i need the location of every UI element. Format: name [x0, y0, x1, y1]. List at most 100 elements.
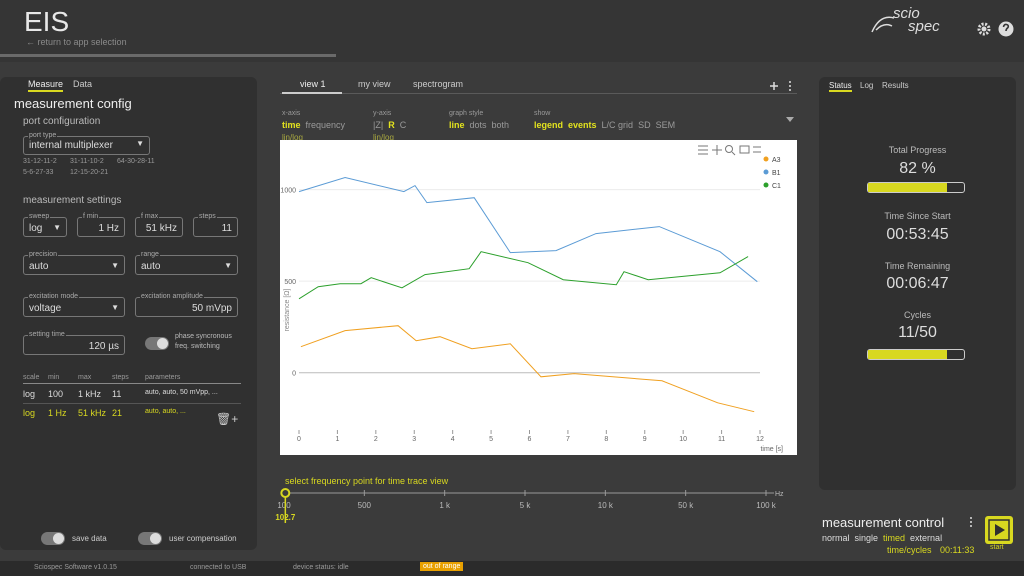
tab[interactable]: Log — [860, 81, 874, 90]
option[interactable]: C — [399, 120, 407, 130]
x-tick-label: 8 — [604, 436, 608, 443]
chart-area — [280, 140, 797, 455]
slider-thumb[interactable] — [280, 488, 291, 498]
option[interactable]: L/C grid — [601, 120, 634, 130]
logo-top: scio — [893, 5, 920, 22]
toggle[interactable] — [145, 337, 169, 350]
option-group: graph style line dots both — [449, 110, 514, 130]
tab[interactable]: Results — [882, 81, 909, 90]
field-label: setting time — [28, 331, 66, 338]
dropdown-arrow: ▼ — [224, 261, 232, 270]
field-value: 11 — [221, 223, 232, 234]
legend-label: C1 — [772, 183, 781, 190]
view-tab[interactable]: my view — [358, 79, 391, 89]
input-field[interactable]: setting time 120 µs — [23, 331, 125, 355]
input-field[interactable]: f min 1 Hz — [77, 213, 125, 237]
subsection-title: measurement settings — [23, 195, 122, 206]
field-value: 1 Hz — [98, 223, 119, 234]
group-label: y-axis — [373, 110, 392, 117]
input-field[interactable]: steps 11 — [193, 213, 238, 237]
progress-fill — [868, 350, 947, 359]
port: 31-11-10-2 — [70, 158, 104, 165]
toggle[interactable] — [138, 532, 162, 545]
stat-value: 00:06:47 — [886, 275, 949, 292]
input-field[interactable]: f max 51 kHz — [135, 213, 183, 237]
input-field[interactable]: sweep log ▼ — [23, 213, 67, 237]
slider-unit: Hz — [775, 491, 784, 498]
table-cell: 100 — [48, 389, 64, 399]
input-field[interactable]: range auto ▼ — [135, 251, 238, 275]
start-button[interactable] — [985, 516, 1013, 544]
header-icons[interactable] — [975, 20, 1015, 38]
scale-toggle[interactable]: lin/log — [373, 133, 394, 142]
option[interactable]: |Z| — [373, 120, 384, 130]
control-title: measurement control — [822, 515, 945, 530]
tab[interactable]: Measure — [28, 79, 64, 92]
x-tick-label: 0 — [297, 436, 301, 443]
option-group: x-axis time frequency lin/log — [282, 110, 350, 142]
option[interactable]: frequency — [305, 120, 346, 130]
settings-icon[interactable] — [977, 22, 991, 36]
table-cell: 11 — [112, 389, 122, 399]
field-label: port type — [28, 132, 58, 139]
options: line dots both — [449, 120, 514, 130]
control-modes: normal single timed external — [822, 533, 947, 543]
table-cell: log — [23, 389, 36, 399]
input-field[interactable]: excitation mode voltage ▼ — [23, 293, 125, 317]
dropdown-arrow: ▼ — [111, 303, 119, 312]
logo-bottom: spec — [908, 18, 940, 35]
back-link[interactable]: ← return to app selection — [26, 37, 127, 47]
slider-tick-label: 500 — [358, 501, 372, 510]
option[interactable]: events — [568, 120, 597, 130]
stat-label: Time Since Start — [884, 211, 951, 221]
mode-option[interactable]: timed — [883, 533, 906, 543]
chart-toolbar[interactable] — [698, 145, 761, 156]
field-value: log — [29, 223, 43, 234]
input-field[interactable]: precision auto ▼ — [23, 251, 125, 275]
view-actions[interactable] — [768, 80, 798, 92]
option[interactable]: line — [449, 120, 465, 130]
option[interactable]: dots — [469, 120, 487, 130]
field-value: 50 mVpp — [191, 303, 232, 314]
field-value: 51 kHz — [145, 223, 177, 234]
control-menu[interactable] — [968, 516, 974, 528]
frequency-slider[interactable]: 100 500 1 k 5 k 10 k 50 k 100 k Hz 102.7 — [270, 470, 790, 530]
table-header: scale — [23, 374, 40, 381]
header — [0, 0, 1024, 62]
option[interactable]: time — [282, 120, 301, 130]
view-tab[interactable]: spectrogram — [413, 79, 464, 89]
port-type-select[interactable]: port type internal multiplexer ▼ — [23, 132, 150, 155]
group-label: graph style — [449, 110, 484, 117]
header-rule — [0, 54, 336, 57]
tab[interactable]: Data — [73, 79, 93, 89]
option[interactable]: both — [491, 120, 510, 130]
mode-option[interactable]: normal — [822, 533, 850, 543]
x-axis-title: time [s] — [760, 446, 783, 453]
scale-toggle[interactable]: lin/log — [282, 133, 303, 142]
field-label: steps — [198, 213, 217, 220]
legend-swatch — [763, 182, 769, 188]
slider-value: 102.7 — [275, 513, 296, 522]
group-label: show — [534, 110, 551, 117]
view-tab[interactable]: view 1 — [300, 79, 326, 89]
x-tick-label: 6 — [528, 436, 532, 443]
table-actions[interactable]: 🗑︎+ — [216, 412, 239, 426]
field-value: internal multiplexer — [29, 140, 113, 151]
series-line — [298, 251, 749, 300]
slider-tick-label: 5 k — [520, 501, 532, 510]
option[interactable]: legend — [534, 120, 564, 130]
x-tick-label: 9 — [643, 436, 647, 443]
field-value: auto — [29, 261, 49, 272]
option[interactable]: SEM — [655, 120, 676, 130]
mode-option[interactable]: single — [854, 533, 879, 543]
toggle[interactable] — [41, 532, 65, 545]
option[interactable]: R — [388, 120, 395, 130]
x-tick-label: 7 — [566, 436, 570, 443]
option[interactable]: SD — [638, 120, 651, 130]
tab[interactable]: Status — [829, 81, 852, 92]
collapse-icon[interactable] — [785, 116, 795, 124]
input-field[interactable]: excitation amplitude 50 mVpp — [135, 293, 238, 317]
mode-option[interactable]: external — [910, 533, 943, 543]
field-label: f max — [140, 213, 160, 220]
